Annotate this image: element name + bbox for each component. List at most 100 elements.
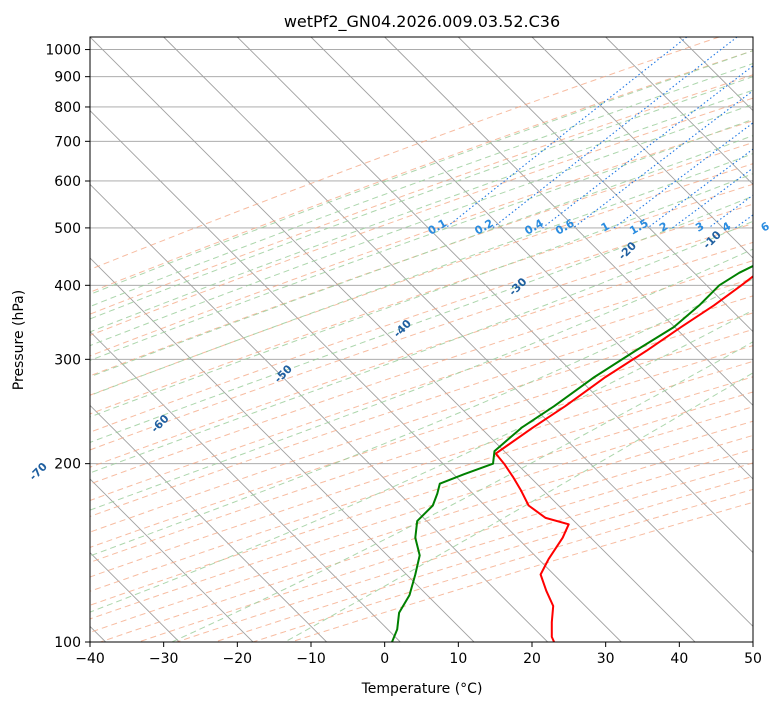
series-group <box>391 264 753 642</box>
moist-adiabat-line <box>90 173 753 418</box>
y-tick-label: 600 <box>54 174 81 190</box>
moist-adiabat-line <box>171 341 753 642</box>
moist-adiabat-line <box>90 248 753 511</box>
dry-adiabat-line <box>90 277 753 502</box>
mixing-ratio-label: 6 <box>759 219 772 234</box>
x-axis-label: Temperature (°C) <box>361 681 483 697</box>
dry-adiabat-line <box>90 142 753 377</box>
moist-adiabat-line <box>90 278 753 557</box>
dry-adiabat-line <box>90 328 753 548</box>
dry-adiabat-line <box>90 120 753 357</box>
x-tick-label: 0 <box>380 651 389 667</box>
isotherm-line <box>679 37 753 112</box>
isotherm-line <box>605 37 753 185</box>
dry-adiabat-line <box>90 203 753 433</box>
x-axis: −40 −30 −20 −10 0 10 20 30 40 50 <box>75 642 762 667</box>
mixing-ratio-label: 0.4 <box>522 216 546 237</box>
dry-adiabat-line <box>100 434 753 642</box>
y-tick-label: 700 <box>54 134 81 150</box>
isotherm-line <box>531 37 753 259</box>
y-axis: 100 200 300 400 500 600 700 800 900 1000 <box>45 43 90 651</box>
mixing-ratio-label: 4 <box>720 219 733 234</box>
moist-adiabat-line <box>90 103 753 347</box>
isotherm-line <box>752 37 753 38</box>
y-tick-label: 500 <box>54 221 81 237</box>
moist-adiabat-line <box>90 89 753 333</box>
mixing-ratio-line <box>492 37 738 229</box>
isotherm-label: -40 <box>391 317 414 340</box>
isotherm-line <box>163 37 753 627</box>
dry-adiabat-line <box>90 163 753 396</box>
isotherm-line <box>90 331 401 642</box>
y-tick-label: 900 <box>54 70 81 86</box>
y-axis-label: Pressure (hPa) <box>11 290 27 390</box>
x-tick-label: −20 <box>223 651 253 667</box>
isotherm-line <box>90 110 622 642</box>
dry-adiabat-line <box>214 475 753 642</box>
mixing-ratio-label: 3 <box>693 220 706 235</box>
moist-adiabat-line <box>90 50 753 295</box>
mixing-ratio-line <box>734 214 753 229</box>
dry-adiabat-line <box>90 295 753 518</box>
isotherm-label: -30 <box>506 275 529 298</box>
y-tick-label: 300 <box>54 352 81 368</box>
dry-adiabat-line <box>90 241 753 468</box>
dewpoint-line <box>391 264 753 642</box>
isotherm-label: -60 <box>148 412 171 435</box>
isotherm-label: -70 <box>27 460 50 483</box>
dry-adiabat-line <box>90 260 753 485</box>
mixing-ratio-line <box>672 167 753 229</box>
dry-adiabat-line <box>90 37 720 271</box>
isotherm-line <box>90 37 696 642</box>
dry-adiabat-line <box>90 391 753 606</box>
moist-adiabat-line <box>90 118 753 361</box>
dry-adiabat-line <box>90 360 753 578</box>
mixing-ratio-label: 0.1 <box>426 217 449 238</box>
isotherm-line <box>237 37 753 554</box>
isotherm-line <box>310 37 753 480</box>
mixing-ratio-line <box>572 90 753 229</box>
x-tick-label: −10 <box>296 651 326 667</box>
temperature-line <box>494 275 753 642</box>
moist-adiabat-line <box>90 195 753 443</box>
isotherm-line <box>90 478 254 642</box>
x-tick-label: 30 <box>597 651 615 667</box>
chart-title: wetPf2_GN04.2026.009.03.52.C36 <box>284 12 560 32</box>
isotherm-line <box>90 183 548 642</box>
isotherm-label: -50 <box>272 362 295 385</box>
moist-adiabat-line <box>90 76 753 320</box>
moist-adiabat-line <box>90 220 753 474</box>
y-tick-label: 800 <box>54 100 81 116</box>
isotherm-line <box>458 37 753 333</box>
mixing-ratio-line <box>445 37 688 229</box>
dry-adiabat-line <box>90 345 753 563</box>
dry-adiabat-line <box>90 376 753 592</box>
dry-adiabat-line <box>252 488 753 642</box>
x-tick-label: 10 <box>449 651 467 667</box>
background-lines <box>90 37 753 642</box>
mixing-ratio-label: 0.2 <box>472 217 495 238</box>
moist-adiabat-line <box>90 62 753 308</box>
y-tick-label: 100 <box>54 635 81 651</box>
plot-frame <box>89 36 754 643</box>
x-tick-label: 40 <box>670 651 688 667</box>
dry-adiabat-line <box>90 50 753 293</box>
dry-adiabat-line <box>90 97 753 336</box>
mixing-ratio-label: 1 <box>599 220 612 235</box>
mixing-ratio-label: 2 <box>657 220 670 235</box>
dry-adiabat-line <box>90 222 753 451</box>
dry-adiabat-line <box>90 183 753 415</box>
mixing-ratio-line <box>542 65 753 229</box>
dry-adiabat-line <box>90 74 753 315</box>
isotherm-line <box>90 404 327 642</box>
isotherm-line <box>90 257 475 642</box>
y-tick-label: 400 <box>54 278 81 294</box>
y-tick-label: 1000 <box>45 43 81 59</box>
dry-adiabat-line <box>176 462 753 642</box>
moist-adiabat-line <box>90 135 753 378</box>
dry-adiabat-line <box>290 501 753 642</box>
x-tick-label: −40 <box>75 651 105 667</box>
x-tick-label: 50 <box>744 651 762 667</box>
moist-adiabat-line <box>90 309 753 613</box>
